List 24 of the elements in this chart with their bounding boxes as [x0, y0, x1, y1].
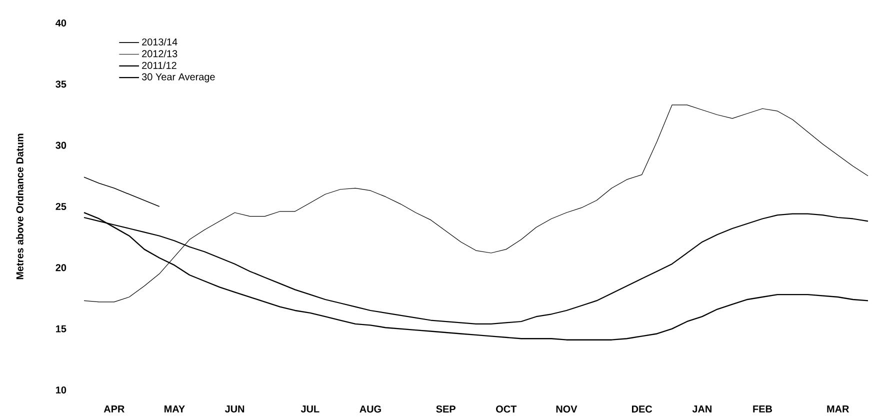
- legend-label: 2012/13: [142, 50, 178, 58]
- x-tick-label: FEB: [753, 406, 772, 412]
- x-tick-label: JUL: [300, 406, 320, 412]
- y-tick-label: 20: [56, 264, 66, 272]
- x-tick-label: JUN: [224, 406, 244, 412]
- y-tick-label: 35: [56, 80, 66, 88]
- y-tick-label: 10: [56, 386, 66, 394]
- y-tick-label: 30: [56, 142, 66, 149]
- legend-label: 30 Year Average: [142, 73, 215, 82]
- x-tick-label: MAY: [164, 406, 185, 412]
- y-tick-label: 15: [56, 325, 66, 332]
- x-tick-label: DEC: [632, 406, 652, 413]
- legend-label: 2013/14: [142, 38, 178, 46]
- x-tick-label: OCT: [496, 406, 517, 413]
- x-tick-label: SEP: [436, 406, 456, 413]
- y-axis-title: Metres above Ordnance Datum: [16, 134, 24, 280]
- x-tick-label: MAR: [827, 406, 849, 412]
- x-tick-label: JAN: [692, 406, 712, 412]
- x-tick-label: APR: [104, 406, 124, 412]
- x-tick-label: AUG: [360, 406, 381, 413]
- legend-label: 2011/12: [142, 62, 176, 69]
- y-tick-label: 40: [56, 19, 66, 27]
- x-tick-label: NOV: [556, 406, 578, 413]
- y-tick-label: 25: [56, 202, 66, 210]
